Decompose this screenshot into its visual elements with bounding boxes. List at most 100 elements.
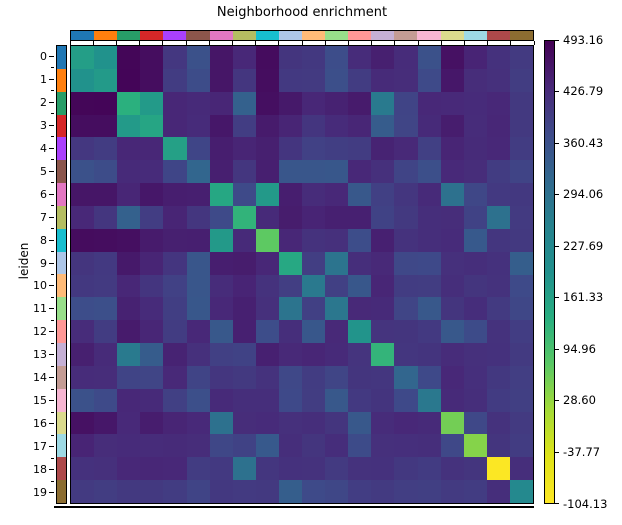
heatmap-cell [463, 91, 487, 115]
x-boundary-tick [301, 41, 303, 45]
heatmap-cell [186, 228, 210, 252]
heatmap-cell [325, 388, 349, 412]
heatmap-cell [348, 91, 372, 115]
heatmap-cell [440, 320, 464, 344]
heatmap-cell [325, 46, 349, 69]
heatmap-cell [486, 228, 510, 252]
heatmap-cell [255, 114, 279, 138]
heatmap-cell [509, 434, 533, 458]
heatmap-cell [255, 251, 279, 275]
colorbar-tick [555, 297, 559, 299]
heatmap-cell [186, 205, 210, 229]
x-boundary-tick [347, 41, 349, 45]
heatmap-cell [94, 388, 118, 412]
heatmap-cell [302, 160, 326, 184]
bottom-axis-spine [54, 506, 534, 508]
heatmap-cell [302, 343, 326, 366]
heatmap-cell [163, 297, 187, 321]
heatmap-cell [486, 365, 510, 389]
x-boundary-tick [510, 41, 512, 45]
heatmap-cell [509, 205, 533, 229]
colorbar-tick [555, 451, 559, 453]
heatmap-cell [140, 480, 164, 503]
category-swatch [255, 31, 279, 40]
heatmap-cell [486, 434, 510, 458]
heatmap-cell [117, 343, 141, 366]
heatmap-cell [371, 251, 395, 275]
heatmap-cell [278, 388, 302, 412]
heatmap-cell [302, 68, 326, 92]
heatmap-cell [417, 228, 441, 252]
x-boundary-tick [533, 41, 535, 45]
heatmap-cell [278, 457, 302, 481]
y-tick-label: 1 [40, 72, 47, 86]
heatmap-cell [71, 114, 95, 138]
heatmap-cell [117, 457, 141, 481]
heatmap-cell [117, 91, 141, 115]
heatmap-cell [348, 205, 372, 229]
heatmap-cell [440, 251, 464, 275]
heatmap-cell [440, 68, 464, 92]
x-boundary-tick [69, 41, 71, 45]
heatmap-cell [463, 343, 487, 366]
heatmap-cell [394, 251, 418, 275]
colorbar-tick [555, 245, 559, 247]
heatmap-cell [140, 343, 164, 366]
heatmap-cell [325, 251, 349, 275]
heatmap-cell [348, 320, 372, 344]
heatmap-cell [163, 388, 187, 412]
category-swatch [57, 434, 66, 458]
heatmap-cell [232, 183, 256, 206]
heatmap-cell [209, 46, 233, 69]
heatmap-cell [209, 343, 233, 366]
heatmap-cell [486, 183, 510, 206]
heatmap-cell [94, 91, 118, 115]
heatmap-cell [255, 343, 279, 366]
category-swatch [278, 31, 302, 40]
x-boundary-tick [324, 41, 326, 45]
heatmap-cell [117, 365, 141, 389]
heatmap-cell [232, 343, 256, 366]
heatmap-cell [232, 457, 256, 481]
heatmap-cell [117, 46, 141, 69]
heatmap-cell [140, 137, 164, 161]
heatmap-cell [278, 137, 302, 161]
y-tick-label: 12 [33, 325, 47, 339]
y-boundary-tick [51, 388, 54, 390]
heatmap-cell [255, 183, 279, 206]
heatmap-cell [348, 68, 372, 92]
category-swatch [348, 31, 372, 40]
y-tick-label: 14 [33, 371, 47, 385]
heatmap-cell [209, 320, 233, 344]
heatmap-cell [71, 365, 95, 389]
heatmap-cell [509, 365, 533, 389]
heatmap-cell [186, 320, 210, 344]
category-swatch [57, 91, 66, 115]
heatmap-cell [394, 68, 418, 92]
heatmap-cell [232, 480, 256, 503]
y-axis-label: leiden [17, 242, 31, 280]
heatmap-cell [394, 137, 418, 161]
heatmap-cell [417, 320, 441, 344]
heatmap-cell [255, 457, 279, 481]
colorbar-tick [555, 194, 559, 196]
heatmap-cell [209, 228, 233, 252]
heatmap-cell [278, 411, 302, 435]
y-tick [49, 170, 54, 172]
heatmap-cell [209, 91, 233, 115]
heatmap-cell [232, 434, 256, 458]
y-tick-label: 9 [40, 256, 47, 270]
heatmap-cell [509, 411, 533, 435]
category-swatch [509, 31, 533, 40]
heatmap-cell [140, 320, 164, 344]
y-boundary-tick [51, 296, 54, 298]
heatmap-cell [486, 411, 510, 435]
colorbar-tick [555, 502, 559, 504]
heatmap-cell [440, 343, 464, 366]
heatmap-cell [232, 411, 256, 435]
heatmap-cell [278, 91, 302, 115]
heatmap-cell [117, 160, 141, 184]
y-tick [49, 193, 54, 195]
heatmap-cell [302, 205, 326, 229]
